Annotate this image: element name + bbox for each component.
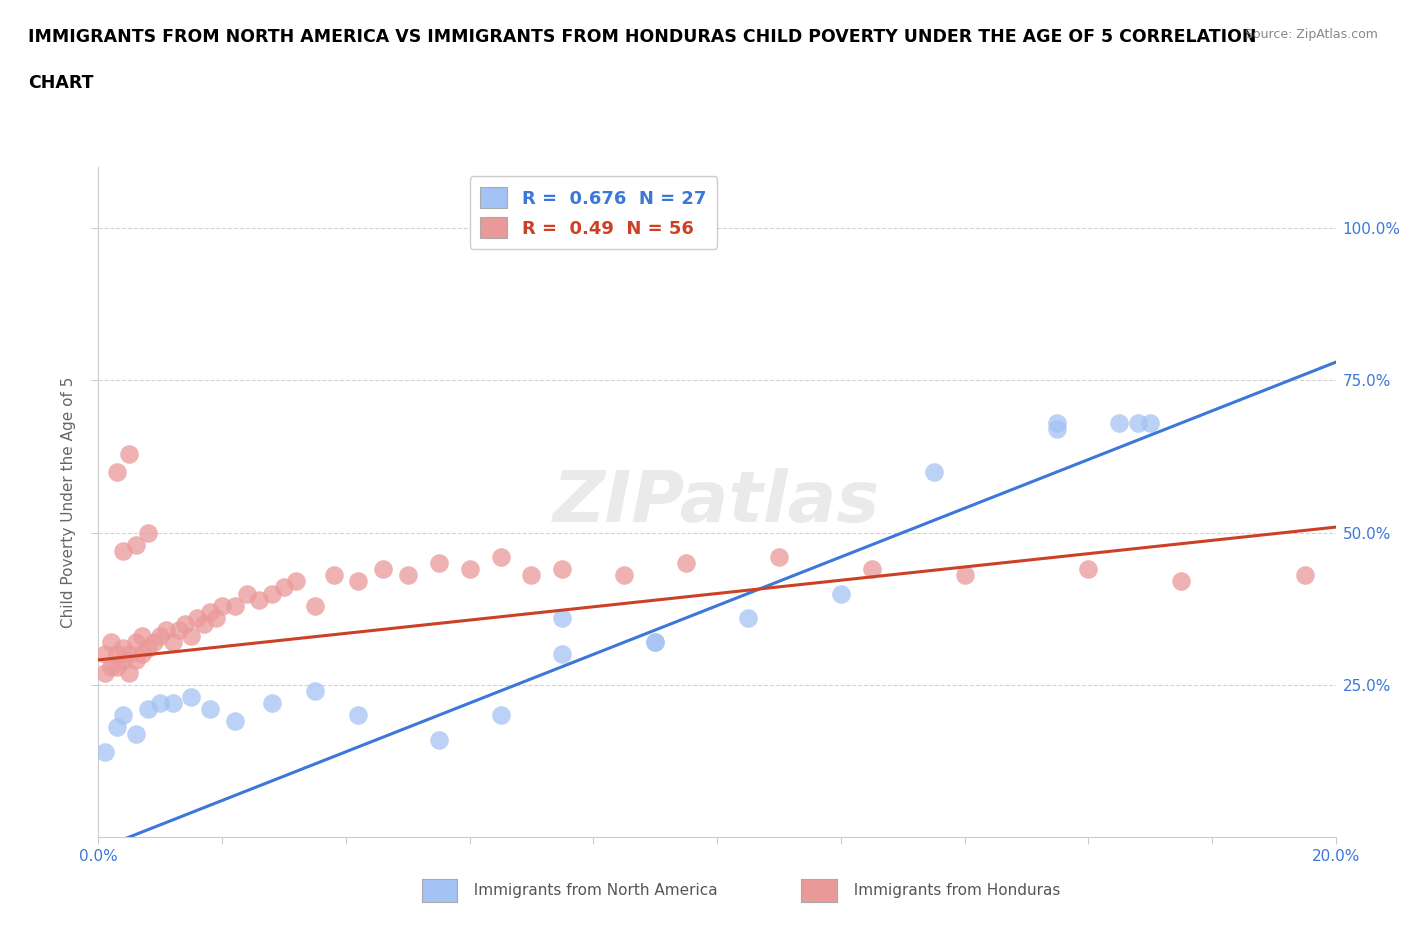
Point <box>613 568 636 583</box>
Point <box>180 689 202 704</box>
Point <box>211 598 233 613</box>
Point <box>198 604 221 619</box>
Point <box>1294 568 1316 583</box>
Point <box>198 702 221 717</box>
Point <box>1139 416 1161 431</box>
Point <box>124 726 146 741</box>
Text: IMMIGRANTS FROM NORTH AMERICA VS IMMIGRANTS FROM HONDURAS CHILD POVERTY UNDER TH: IMMIGRANTS FROM NORTH AMERICA VS IMMIGRA… <box>28 28 1257 46</box>
Point <box>489 708 512 723</box>
Point <box>551 610 574 625</box>
Text: CHART: CHART <box>28 74 94 92</box>
Point <box>347 708 370 723</box>
Point <box>180 629 202 644</box>
Point <box>273 580 295 595</box>
Point <box>427 555 450 570</box>
Point <box>105 659 128 674</box>
Point <box>1108 416 1130 431</box>
Point <box>260 586 283 601</box>
Point <box>236 586 259 601</box>
Point <box>1077 562 1099 577</box>
Point <box>520 568 543 583</box>
Point <box>105 464 128 479</box>
Point <box>124 635 146 650</box>
Point <box>1046 421 1069 436</box>
Point <box>224 714 246 729</box>
Point <box>149 696 172 711</box>
Point <box>131 647 153 662</box>
Point <box>112 653 135 668</box>
Point <box>860 562 883 577</box>
Point <box>551 562 574 577</box>
Point <box>174 617 197 631</box>
Point <box>136 641 159 656</box>
Point <box>205 610 228 625</box>
Point <box>1126 416 1149 431</box>
Point <box>953 568 976 583</box>
Point <box>489 550 512 565</box>
Point <box>768 550 790 565</box>
Point <box>124 538 146 552</box>
Point <box>100 635 122 650</box>
Point <box>371 562 394 577</box>
Point <box>93 665 115 680</box>
Point <box>247 592 270 607</box>
Point <box>347 574 370 589</box>
Point <box>193 617 215 631</box>
Text: ZIPatlas: ZIPatlas <box>554 468 880 537</box>
Point <box>427 732 450 747</box>
Point <box>155 622 177 637</box>
Point <box>162 696 184 711</box>
Point <box>118 665 141 680</box>
Point <box>830 586 852 601</box>
Point <box>105 720 128 735</box>
Point <box>285 574 308 589</box>
Y-axis label: Child Poverty Under the Age of 5: Child Poverty Under the Age of 5 <box>60 377 76 628</box>
Point <box>93 647 115 662</box>
Point <box>136 525 159 540</box>
Text: Immigrants from North America: Immigrants from North America <box>464 883 717 898</box>
Point <box>124 653 146 668</box>
Point <box>118 446 141 461</box>
Point <box>922 464 945 479</box>
Point <box>100 659 122 674</box>
Point <box>396 568 419 583</box>
Point <box>112 543 135 558</box>
Point <box>112 641 135 656</box>
Point <box>186 610 208 625</box>
Point <box>304 684 326 698</box>
Point <box>167 622 190 637</box>
Point <box>136 702 159 717</box>
Point <box>1170 574 1192 589</box>
Point <box>675 555 697 570</box>
Point <box>458 562 481 577</box>
Point <box>322 568 344 583</box>
Point <box>644 635 666 650</box>
Legend: R =  0.676  N = 27, R =  0.49  N = 56: R = 0.676 N = 27, R = 0.49 N = 56 <box>470 177 717 249</box>
Point <box>737 610 759 625</box>
Point <box>112 708 135 723</box>
Point <box>105 647 128 662</box>
Point <box>644 635 666 650</box>
Point <box>93 744 115 759</box>
Point <box>149 629 172 644</box>
Text: Immigrants from Honduras: Immigrants from Honduras <box>844 883 1060 898</box>
Point <box>304 598 326 613</box>
Point <box>1046 416 1069 431</box>
Point <box>118 647 141 662</box>
Point <box>260 696 283 711</box>
Point <box>131 629 153 644</box>
Point <box>551 647 574 662</box>
Point <box>143 635 166 650</box>
Text: Source: ZipAtlas.com: Source: ZipAtlas.com <box>1244 28 1378 41</box>
Point <box>224 598 246 613</box>
Point <box>162 635 184 650</box>
